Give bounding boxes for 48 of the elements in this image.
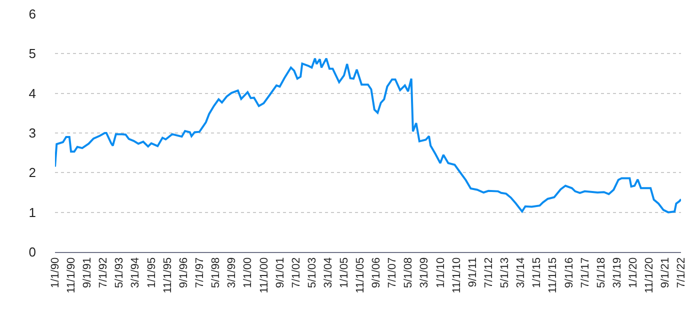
x-tick-label: 3/1/99 [226,257,238,288]
x-tick-label: 7/1/07 [386,257,399,288]
x-tick-label: 11/1/20 [644,257,656,294]
x-tick-label: 11/1/95 [162,257,174,294]
y-tick-label: 6 [28,6,36,22]
x-tick-label: 9/1/01 [274,257,286,288]
x-tick-label: 5/1/03 [306,257,318,288]
x-tick-label: 9/1/11 [466,257,479,288]
x-tick-label: 11/1/00 [258,257,270,294]
x-tick-label: 1/1/05 [338,257,351,288]
x-tick-label: 3/1/04 [322,257,334,288]
y-tick-label: 4 [28,86,36,101]
x-tick-label: 11/1/90 [66,257,78,294]
x-tick-label: 9/1/16 [563,257,576,288]
x-tick-label: 9/1/96 [178,257,190,288]
x-tick-label: 7/1/97 [194,257,206,288]
x-tick-label: 7/1/92 [98,257,110,288]
x-tick-label: 3/1/19 [611,257,624,288]
x-tick-label: 1/1/95 [146,257,158,288]
x-tick-label: 3/1/09 [418,257,431,288]
x-tick-label: 5/1/08 [402,257,415,288]
x-tick-label: 9/1/91 [82,257,94,288]
x-tick-label: 7/1/12 [482,257,495,288]
x-tick-label: 11/1/05 [354,257,367,294]
x-tick-label: 5/1/18 [595,257,608,288]
y-tick-label: 2 [28,165,36,180]
y-tick-label: 1 [28,204,36,220]
x-tick-label: 3/1/94 [130,257,142,288]
x-tick-label: 1/1/10 [434,257,447,288]
x-tick-label: 5/1/13 [498,257,511,288]
y-tick-label: 5 [28,46,36,62]
line-series [55,57,681,214]
x-tick-label: 7/1/17 [579,257,592,288]
y-tick-label: 0 [28,244,36,260]
x-tick-label: 11/1/15 [547,257,560,294]
x-tick-label: 5/1/93 [114,257,126,288]
x-tick-label: 1/1/00 [242,257,254,288]
x-tick-label: 7/1/22 [676,257,688,288]
x-tick-label: 1/1/20 [627,257,640,288]
x-tick-label: 1/1/15 [531,257,544,288]
x-tick-label: 9/1/06 [370,257,383,288]
x-tick-label: 9/1/21 [660,257,672,288]
x-tick-label: 7/1/02 [290,257,302,288]
x-tick-label: 1/1/90 [50,257,62,288]
x-tick-label: 3/1/14 [515,257,528,288]
x-tick-label: 5/1/98 [210,257,222,288]
y-tick-label: 3 [28,126,36,141]
x-tick-label: 11/1/10 [450,257,463,294]
